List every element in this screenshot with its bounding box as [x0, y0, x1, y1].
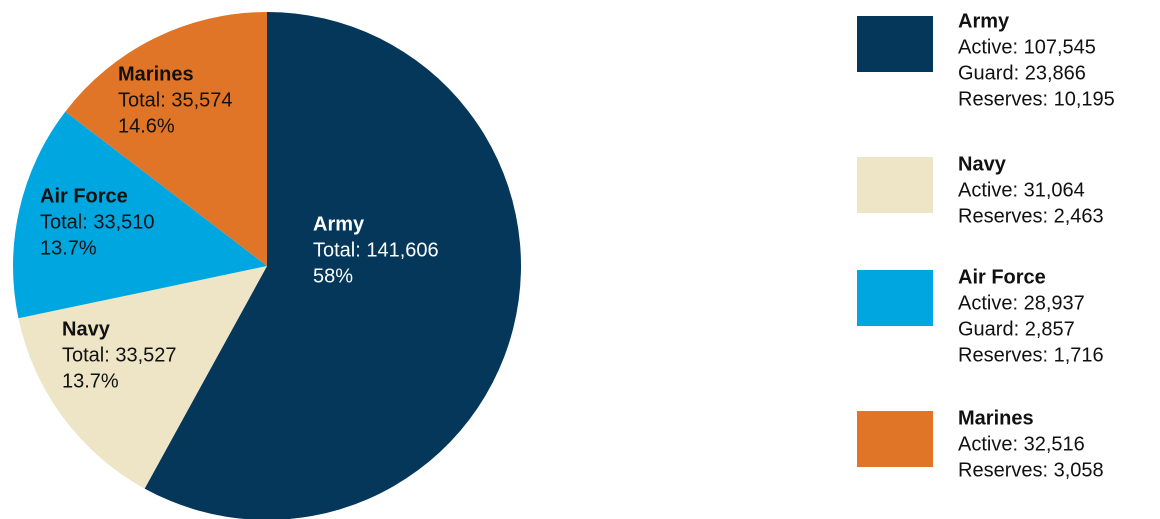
- legend-detail: Active: 32,516: [958, 433, 1085, 455]
- legend-detail: Reserves: 2,463: [958, 205, 1104, 227]
- legend-swatch: [857, 270, 933, 326]
- legend-detail: Active: 28,937: [958, 292, 1085, 314]
- legend-detail: Guard: 2,857: [958, 318, 1075, 340]
- slice-label: Marines: [118, 63, 194, 85]
- slice-total: Total: 33,527: [62, 344, 177, 366]
- legend-detail: Reserves: 1,716: [958, 344, 1104, 366]
- legend-swatch: [857, 411, 933, 467]
- legend-label: Navy: [958, 153, 1007, 175]
- slice-total: Total: 33,510: [40, 211, 155, 233]
- legend-swatch: [857, 157, 933, 213]
- legend-label: Marines: [958, 407, 1034, 429]
- slice-total: Total: 35,574: [118, 89, 233, 111]
- legend-swatch: [857, 16, 933, 72]
- pie-slice: [144, 12, 521, 519]
- slice-percent: 13.7%: [62, 370, 119, 392]
- legend-detail: Guard: 23,866: [958, 62, 1086, 84]
- pie-slice: [12, 111, 267, 319]
- slice-label: Army: [313, 213, 365, 235]
- legend-detail: Reserves: 3,058: [958, 459, 1104, 481]
- legend-detail: Active: 31,064: [958, 179, 1085, 201]
- slice-label: Air Force: [40, 185, 128, 207]
- legend-label: Army: [958, 10, 1010, 32]
- pie-slice: [65, 12, 267, 266]
- slice-total: Total: 141,606: [313, 239, 439, 261]
- slice-percent: 13.7%: [40, 237, 97, 259]
- slice-percent: 58%: [313, 265, 353, 287]
- legend-label: Air Force: [958, 266, 1046, 288]
- slice-percent: 14.6%: [118, 115, 175, 137]
- legend-detail: Active: 107,545: [958, 36, 1096, 58]
- pie-slice: [18, 266, 268, 489]
- slice-label: Navy: [62, 318, 111, 340]
- legend-detail: Reserves: 10,195: [958, 88, 1115, 110]
